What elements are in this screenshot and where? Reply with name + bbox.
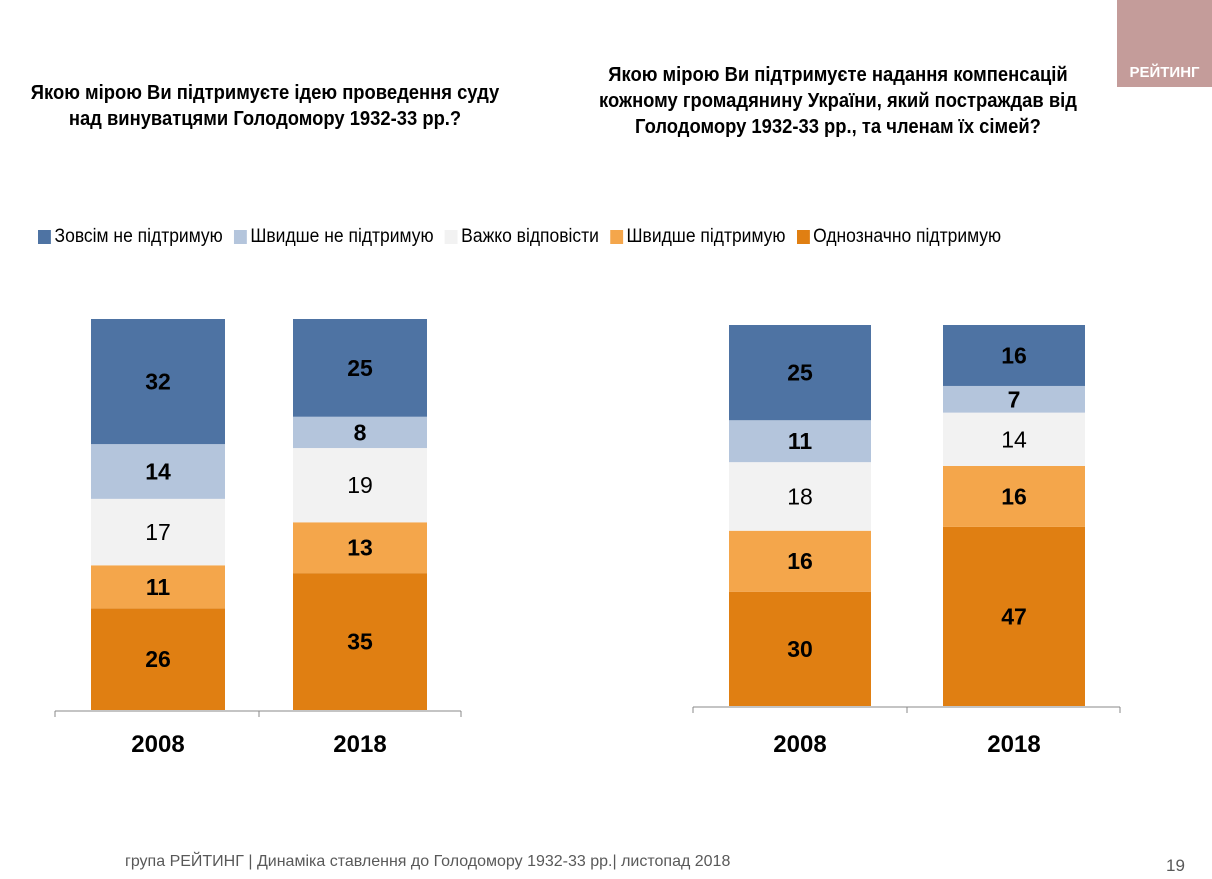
legend-item: Швидше не підтримую [233,226,434,248]
legend-item: Швидше підтримую [609,226,786,248]
bar-segment [293,448,427,523]
bar-segment [729,462,871,531]
bar-segment [91,565,225,609]
bar-segment [943,465,1085,527]
x-tick-label: 2018 [333,731,386,758]
legend-swatch [38,230,51,244]
x-tick-label: 2008 [773,731,826,758]
bar-segment [91,319,225,445]
bar-segment [91,444,225,499]
bar-segment [943,412,1085,466]
data-label: 16 [787,548,813,574]
legend-item: Зовсім не підтримую [38,226,223,248]
legend-swatch [609,230,623,244]
legend: Зовсім не підтримую Швидше не підтримую Ва… [38,226,1001,248]
legend-label: Важко відповісти [461,226,599,247]
data-label: 18 [787,483,813,509]
chart-title-right: Якою мірою Ви підтримуєте надання компен… [599,64,1077,138]
footer: група РЕЙТИНГ | Динаміка ставлення до Го… [125,853,731,870]
data-label: 25 [347,355,373,381]
bar-segment [293,319,427,417]
x-tick-label: 2008 [131,731,184,758]
bar-segment [91,498,225,566]
data-label: 17 [145,519,171,545]
bar-segment [943,385,1085,413]
data-label: 30 [787,636,813,662]
data-label: 14 [1001,426,1027,452]
bar-segment [293,522,427,574]
x-tick-label: 2018 [987,731,1040,758]
data-label: 7 [1008,386,1021,412]
data-label: 25 [787,360,813,386]
bar-segment [293,416,427,449]
bar-segment [729,420,871,463]
data-label: 8 [354,419,367,445]
data-label: 16 [1001,342,1027,368]
page-number: 19 [1166,856,1185,875]
data-label: 47 [1001,603,1027,629]
bar-segment [943,526,1085,706]
bar-segment [943,325,1085,386]
legend-label: Швидше не підтримую [250,226,434,247]
data-label: 13 [347,535,373,561]
legend-swatch [233,230,247,244]
bar-segment [91,608,225,710]
bar-segment [729,530,871,592]
data-label: 11 [788,428,813,454]
data-label: 26 [145,646,171,672]
bar-segment [293,573,427,710]
legend-label: Швидше підтримую [626,226,786,247]
legend-swatch [444,230,458,244]
data-label: 32 [145,369,171,395]
data-label: 35 [347,629,373,655]
legend-item: Важко відповісти [444,226,599,248]
chart-title-left: Якою мірою Ви підтримуєте ідею проведенн… [30,82,500,130]
legend-item: Однозначно підтримую [796,226,1002,248]
data-label: 14 [145,458,171,484]
bar-segment [729,591,871,706]
data-label: 16 [1001,483,1027,509]
legend-swatch [796,230,810,244]
logo: РЕЙТИНГ [1117,0,1212,87]
data-label: 11 [146,574,171,600]
legend-label: Зовсім не підтримую [54,226,223,247]
legend-label: Однозначно підтримую [813,226,1002,247]
bar-segment [729,325,871,421]
logo-text: РЕЙТИНГ [1129,64,1200,81]
data-label: 19 [347,472,373,498]
